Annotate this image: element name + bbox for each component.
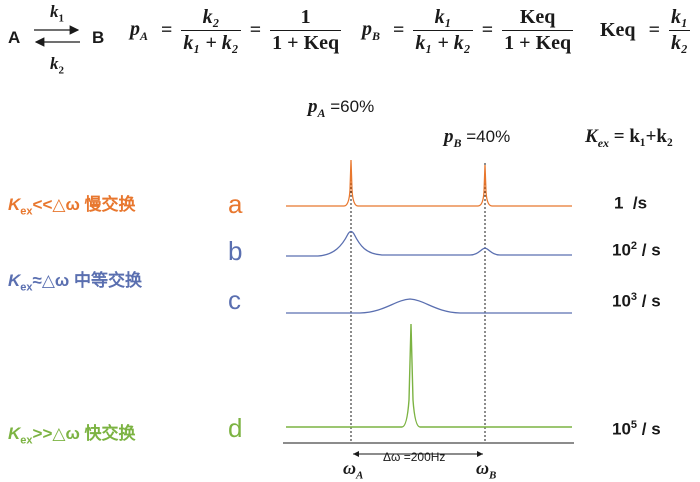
spectrum-trace-c bbox=[286, 298, 572, 314]
keq-lhs: Keq bbox=[600, 19, 636, 41]
spectrum-letter-d: d bbox=[228, 413, 243, 443]
keq-fraction: k₁ k₂ bbox=[668, 6, 690, 54]
omega-a-label: ωA bbox=[343, 458, 364, 482]
pa-fraction: k₂ k₁ + k₂ bbox=[181, 6, 241, 54]
reverse-rate-label: k2 bbox=[50, 54, 64, 77]
spectrum-letter-c: c bbox=[228, 285, 241, 315]
pb-fraction: k₁ k₁ + k₂ bbox=[413, 6, 473, 54]
pb-formula: pB = k₁ k₁ + k₂ = Keq 1 + Keq bbox=[362, 6, 574, 54]
kex-definition: Kex = k₁+k₂ bbox=[585, 126, 673, 150]
delta-omega-arrowhead-right bbox=[477, 451, 483, 457]
spectrum-letter-a: a bbox=[228, 189, 243, 219]
forward-rate-label: k1 bbox=[50, 2, 64, 25]
spectrum-letter-b: b bbox=[228, 236, 243, 266]
pa-formula-lhs: pA bbox=[130, 17, 149, 43]
reaction-scheme: A B k1 k2 bbox=[8, 2, 118, 77]
rate-label-b: 102 / s bbox=[612, 240, 661, 260]
regime-fast-exchange: Kex>>△ω 快交换 bbox=[8, 424, 136, 447]
spectrum-trace-b bbox=[286, 230, 572, 257]
regime-intermediate-exchange: Kex≈△ω 中等交换 bbox=[8, 271, 143, 294]
omega-b-label: ωB bbox=[476, 458, 497, 482]
species-b-label: B bbox=[92, 28, 105, 47]
pb-formula-lhs: pB bbox=[362, 17, 381, 43]
regime-slow-exchange: Kex<<△ω 慢交换 bbox=[8, 195, 136, 218]
spectrum-trace-a bbox=[286, 159, 572, 207]
pb-fraction-keq: Keq 1 + Keq bbox=[502, 6, 574, 54]
rate-label-d: 105 / s bbox=[612, 419, 661, 439]
species-a-label: A bbox=[8, 28, 21, 47]
rate-label-c: 103 / s bbox=[612, 291, 661, 311]
rate-label-a: 1 /s bbox=[614, 193, 648, 213]
delta-omega-arrowhead-left bbox=[353, 451, 359, 457]
keq-formula: Keq = k₁ k₂ bbox=[600, 6, 690, 54]
pb-population-label: pB =40% bbox=[444, 126, 511, 150]
spectrum-trace-d bbox=[286, 323, 572, 428]
pa-population-label: pA =60% bbox=[308, 96, 375, 120]
